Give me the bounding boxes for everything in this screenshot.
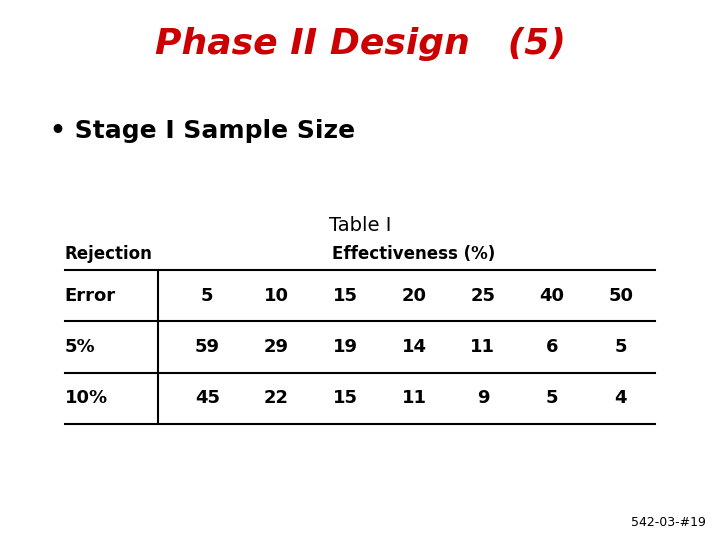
Text: 11: 11 <box>470 338 495 356</box>
Text: Phase II Design   (5): Phase II Design (5) <box>155 27 565 61</box>
Text: 542-03-#19: 542-03-#19 <box>631 516 706 529</box>
Text: 29: 29 <box>264 338 289 356</box>
Text: 4: 4 <box>614 389 627 407</box>
Text: 25: 25 <box>470 287 495 305</box>
Text: 20: 20 <box>402 287 426 305</box>
Text: 5: 5 <box>614 338 627 356</box>
Text: 5%: 5% <box>65 338 96 356</box>
Text: 11: 11 <box>402 389 426 407</box>
Text: 40: 40 <box>539 287 564 305</box>
Text: 59: 59 <box>194 338 220 356</box>
Text: 10: 10 <box>264 287 289 305</box>
Text: Rejection: Rejection <box>65 245 153 263</box>
Text: Error: Error <box>65 287 116 305</box>
Text: 14: 14 <box>402 338 426 356</box>
Text: 10%: 10% <box>65 389 108 407</box>
Text: Effectiveness (%): Effectiveness (%) <box>333 245 495 263</box>
Text: 45: 45 <box>194 389 220 407</box>
Text: 22: 22 <box>264 389 289 407</box>
Text: 15: 15 <box>333 287 358 305</box>
Text: 9: 9 <box>477 389 489 407</box>
Text: Table I: Table I <box>329 216 391 235</box>
Text: • Stage I Sample Size: • Stage I Sample Size <box>50 119 356 143</box>
Text: 15: 15 <box>333 389 358 407</box>
Text: 19: 19 <box>333 338 358 356</box>
Text: 5: 5 <box>201 287 214 305</box>
Text: 50: 50 <box>608 287 634 305</box>
Text: 5: 5 <box>546 389 558 407</box>
Text: 6: 6 <box>546 338 558 356</box>
